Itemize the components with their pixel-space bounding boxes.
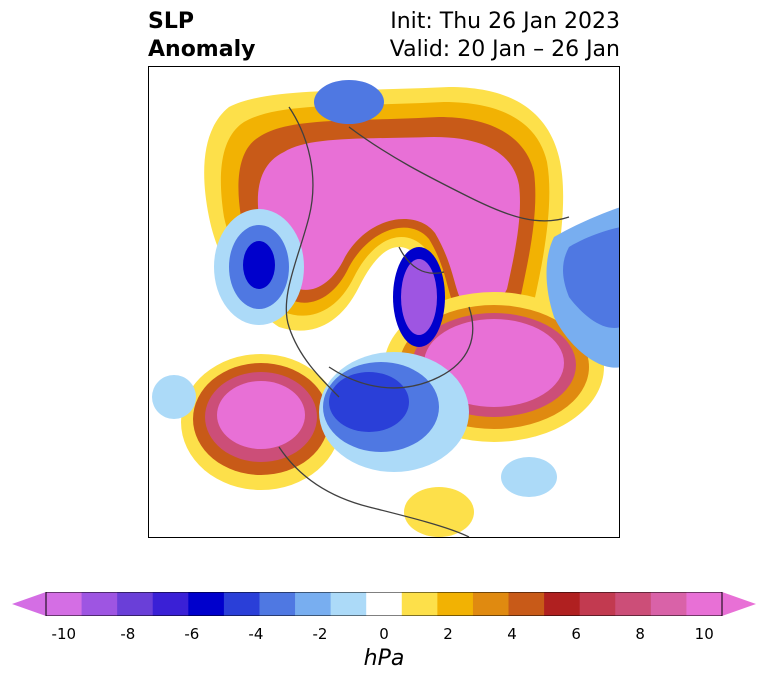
coastlines [278,106,570,537]
colorbar-min-arrow [12,592,46,616]
map-dates: Init: Thu 26 Jan 2023 Valid: 20 Jan – 26… [390,8,620,64]
colorbar-segment [152,592,189,616]
colorbar-tick-label: 4 [507,625,517,643]
negative-anomaly-southeast [501,457,557,497]
colorbar-segment [188,592,225,616]
colorbar-segment [686,592,723,616]
colorbar-tick-label: 0 [379,625,389,643]
colorbar-segment [223,592,260,616]
colorbar-tick-label: -4 [248,625,264,643]
anomaly-map [148,66,620,538]
colorbar-segment [650,592,687,616]
negative-anomaly-west [214,209,304,325]
negative-anomaly-canada [319,352,469,472]
colorbar-segment [508,592,545,616]
colorbar [12,592,756,616]
colorbar-segment [437,592,474,616]
negative-anomaly-southwest [152,375,196,419]
negative-anomaly-east [546,207,619,368]
colorbar-segment [472,592,510,616]
colorbar-segment [117,592,154,616]
map-title: SLP Anomaly [148,8,255,64]
colorbar-segment [330,592,367,616]
anomaly-map-svg [152,80,619,537]
colorbar-tick-label: -6 [184,625,200,643]
colorbar-segment [579,592,616,616]
colorbar-tick-label: -8 [120,625,136,643]
title-variable: SLP [148,9,194,34]
negative-anomaly-north [314,80,384,124]
colorbar-tick-label: -2 [312,625,328,643]
colorbar-segment [46,592,83,616]
colorbar-segment [81,592,118,616]
title-type: Anomaly [148,37,256,62]
colorbar-segment [615,592,652,616]
positive-anomaly-europe [181,354,341,490]
negative-anomaly-arctic [393,247,445,347]
colorbar-outline [45,592,723,616]
colorbar-segments [46,592,723,616]
colorbar-segment [544,592,581,616]
colorbar-tick-label: 2 [443,625,453,643]
colorbar-segment [259,592,296,616]
init-date: Init: Thu 26 Jan 2023 [390,9,620,34]
valid-range: Valid: 20 Jan – 26 Jan [389,37,620,62]
colorbar-segment [366,592,403,616]
colorbar-tick-label: -10 [51,625,77,643]
colorbar-tick-label: 10 [694,625,714,643]
colorbar-segment [295,592,332,616]
colorbar-max-arrow [722,592,756,616]
colorbar-unit: hPa [363,646,405,671]
colorbar-tick-label: 6 [571,625,581,643]
positive-anomaly-south [404,487,474,537]
colorbar-tick-label: 8 [635,625,645,643]
colorbar-segment [401,592,438,616]
